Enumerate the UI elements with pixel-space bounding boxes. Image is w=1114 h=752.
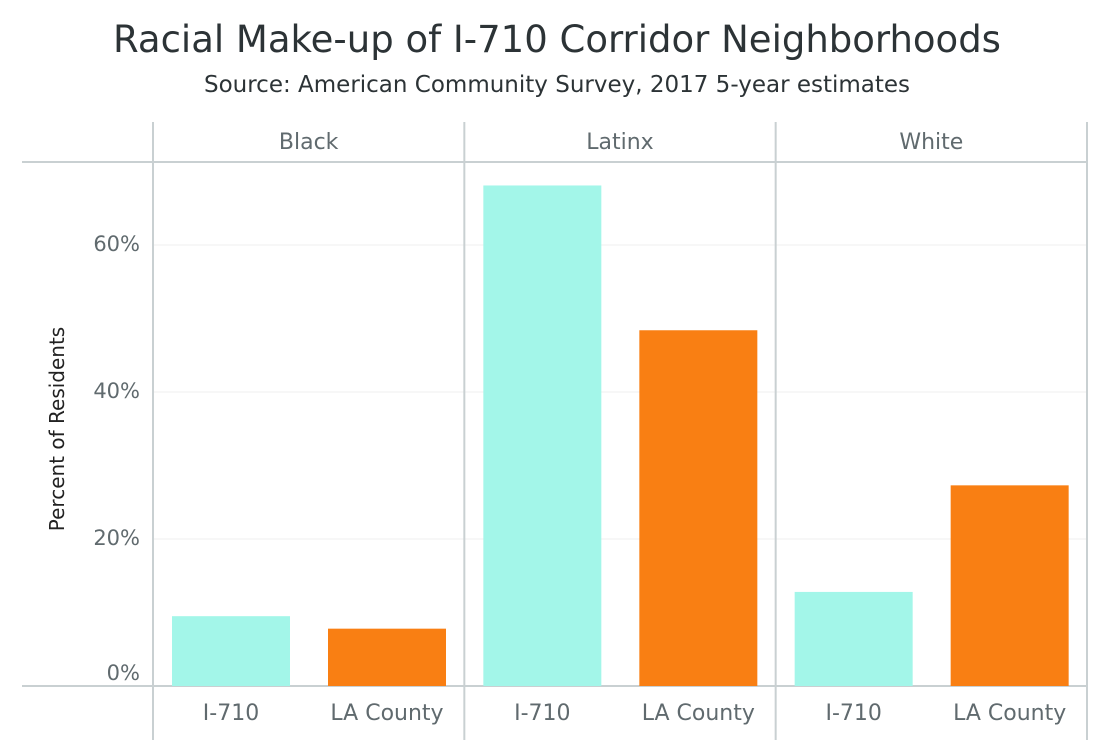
- y-tick-label: 0%: [107, 661, 140, 685]
- y-axis-title: Percent of Residents: [45, 327, 69, 531]
- x-category-label: LA County: [953, 701, 1066, 726]
- x-category-label: LA County: [642, 701, 755, 726]
- bar-latinx-la-county: [639, 330, 758, 686]
- facet-label-white: White: [899, 130, 963, 155]
- bar-black-la-county: [328, 628, 446, 686]
- x-category-label: I-710: [825, 701, 881, 726]
- chart-title: Racial Make-up of I-710 Corridor Neighbo…: [113, 18, 1001, 61]
- y-tick-label: 60%: [93, 232, 140, 256]
- chart-subtitle: Source: American Community Survey, 2017 …: [203, 72, 911, 98]
- facet-label-black: Black: [279, 130, 339, 155]
- bar-white-i-710: [794, 591, 913, 686]
- y-tick-label: 40%: [93, 379, 140, 403]
- x-category-label: I-710: [514, 701, 570, 726]
- facet-label-latinx: Latinx: [586, 130, 653, 155]
- x-category-label: I-710: [203, 701, 259, 726]
- bar-black-i-710: [172, 616, 290, 686]
- x-category-label: LA County: [330, 701, 443, 726]
- bar-white-la-county: [950, 485, 1069, 686]
- y-tick-label: 20%: [93, 526, 140, 550]
- bar-latinx-i-710: [483, 185, 602, 686]
